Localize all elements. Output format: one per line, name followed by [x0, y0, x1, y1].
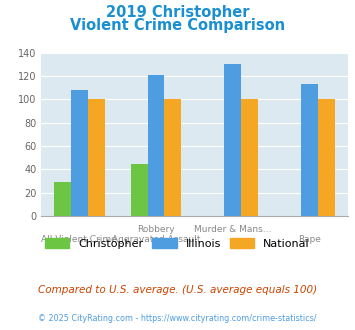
Text: Robbery: Robbery	[137, 225, 175, 234]
Text: 2019 Christopher: 2019 Christopher	[106, 5, 249, 20]
Bar	[148, 75, 164, 216]
Bar	[301, 84, 318, 216]
Bar	[54, 182, 71, 216]
Text: All Violent Crime: All Violent Crime	[41, 235, 117, 244]
Text: Aggravated Assault: Aggravated Assault	[112, 235, 200, 244]
Text: Rape: Rape	[298, 235, 321, 244]
Text: Murder & Mans...: Murder & Mans...	[194, 225, 272, 234]
Text: Violent Crime Comparison: Violent Crime Comparison	[70, 18, 285, 33]
Bar	[71, 90, 88, 216]
Bar	[88, 99, 104, 216]
Bar	[131, 164, 148, 216]
Bar	[224, 64, 241, 216]
Bar	[318, 99, 335, 216]
Text: © 2025 CityRating.com - https://www.cityrating.com/crime-statistics/: © 2025 CityRating.com - https://www.city…	[38, 314, 317, 323]
Bar	[164, 99, 181, 216]
Legend: Christopher, Illinois, National: Christopher, Illinois, National	[40, 234, 315, 253]
Bar	[241, 99, 258, 216]
Text: Compared to U.S. average. (U.S. average equals 100): Compared to U.S. average. (U.S. average …	[38, 285, 317, 295]
